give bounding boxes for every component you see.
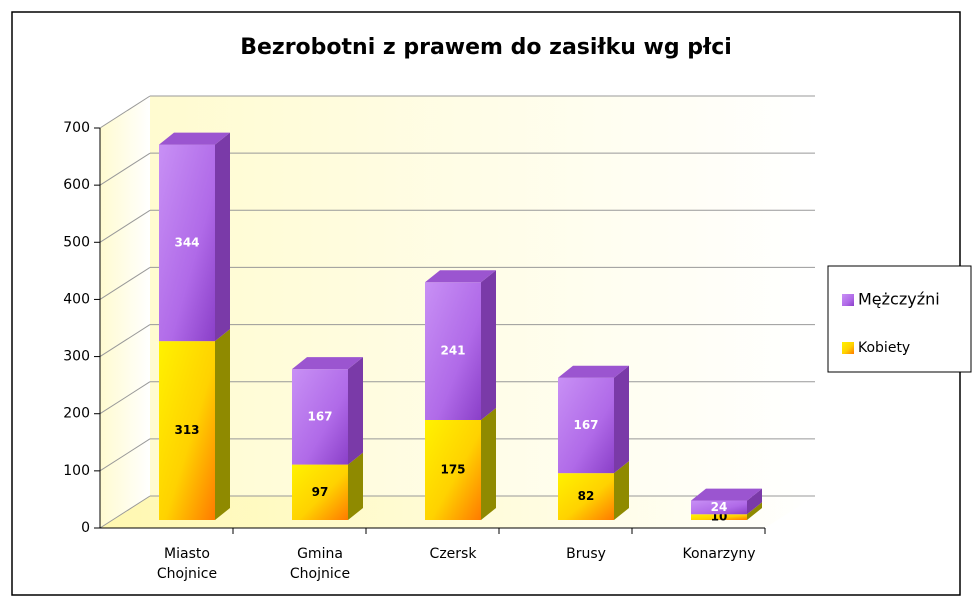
bar-side (614, 365, 629, 474)
data-label: 175 (440, 463, 465, 477)
data-label: 313 (174, 423, 199, 437)
bar-top (425, 270, 496, 283)
bar-top (558, 365, 629, 378)
bar-side (747, 502, 762, 520)
y-tick-label: 600 (63, 177, 90, 193)
bar (425, 282, 481, 420)
grid-line (99, 209, 151, 243)
bar (159, 144, 215, 342)
grid-line (99, 95, 151, 129)
bar-side (747, 488, 762, 515)
x-tick-label: Brusy (566, 546, 606, 562)
x-tick-label: Konarzyny (682, 546, 755, 562)
data-label: 167 (307, 409, 332, 423)
bar (425, 420, 481, 520)
bar (558, 377, 614, 474)
grid-line (99, 324, 151, 357)
bar-side (348, 452, 363, 520)
bar (292, 464, 348, 520)
bar-side (215, 329, 230, 520)
grid-line (99, 152, 151, 186)
y-tick-label: 100 (63, 463, 90, 479)
legend-label: Mężczyźni (858, 290, 940, 309)
legend-swatch (842, 294, 854, 306)
x-tick-label: Czersk (430, 546, 478, 562)
y-tick-label: 700 (63, 120, 90, 136)
legend-box (827, 265, 972, 373)
bar (292, 369, 348, 465)
grid-line (99, 438, 151, 472)
bar (159, 341, 215, 520)
side-wall (100, 96, 150, 528)
y-tick-label: 500 (63, 234, 90, 250)
data-label: 24 (711, 500, 728, 514)
chart-title: Bezrobotni z prawem do zasiłku wg płci (240, 35, 732, 60)
bar-top (691, 488, 762, 501)
grid-line (99, 381, 151, 415)
bar-side (614, 461, 629, 520)
bar (691, 500, 747, 515)
bar-side (481, 270, 496, 420)
bar-top (159, 132, 230, 145)
data-label: 82 (578, 489, 595, 503)
grid-line (99, 267, 151, 300)
y-tick-label: 200 (63, 406, 90, 422)
bar-side (348, 357, 363, 465)
y-tick-label: 0 (81, 520, 90, 536)
bar (691, 514, 747, 520)
data-label: 167 (573, 418, 598, 432)
data-label: 241 (440, 344, 465, 358)
y-tick-label: 400 (63, 291, 90, 307)
bar (558, 473, 614, 520)
bar-side (215, 132, 230, 342)
data-label: 97 (312, 485, 329, 499)
y-tick-label: 300 (63, 349, 90, 365)
grid-line (99, 495, 151, 529)
legend-label: Kobiety (858, 340, 910, 356)
bar-top (292, 357, 363, 370)
data-label: 344 (174, 235, 199, 249)
legend: Mężczyźni Kobiety (827, 265, 972, 373)
bar-side (481, 408, 496, 520)
x-tick-label: Miasto Chojnice (157, 546, 217, 582)
legend-swatch (842, 342, 854, 354)
x-tick-label: Gmina Chojnice (290, 546, 350, 582)
